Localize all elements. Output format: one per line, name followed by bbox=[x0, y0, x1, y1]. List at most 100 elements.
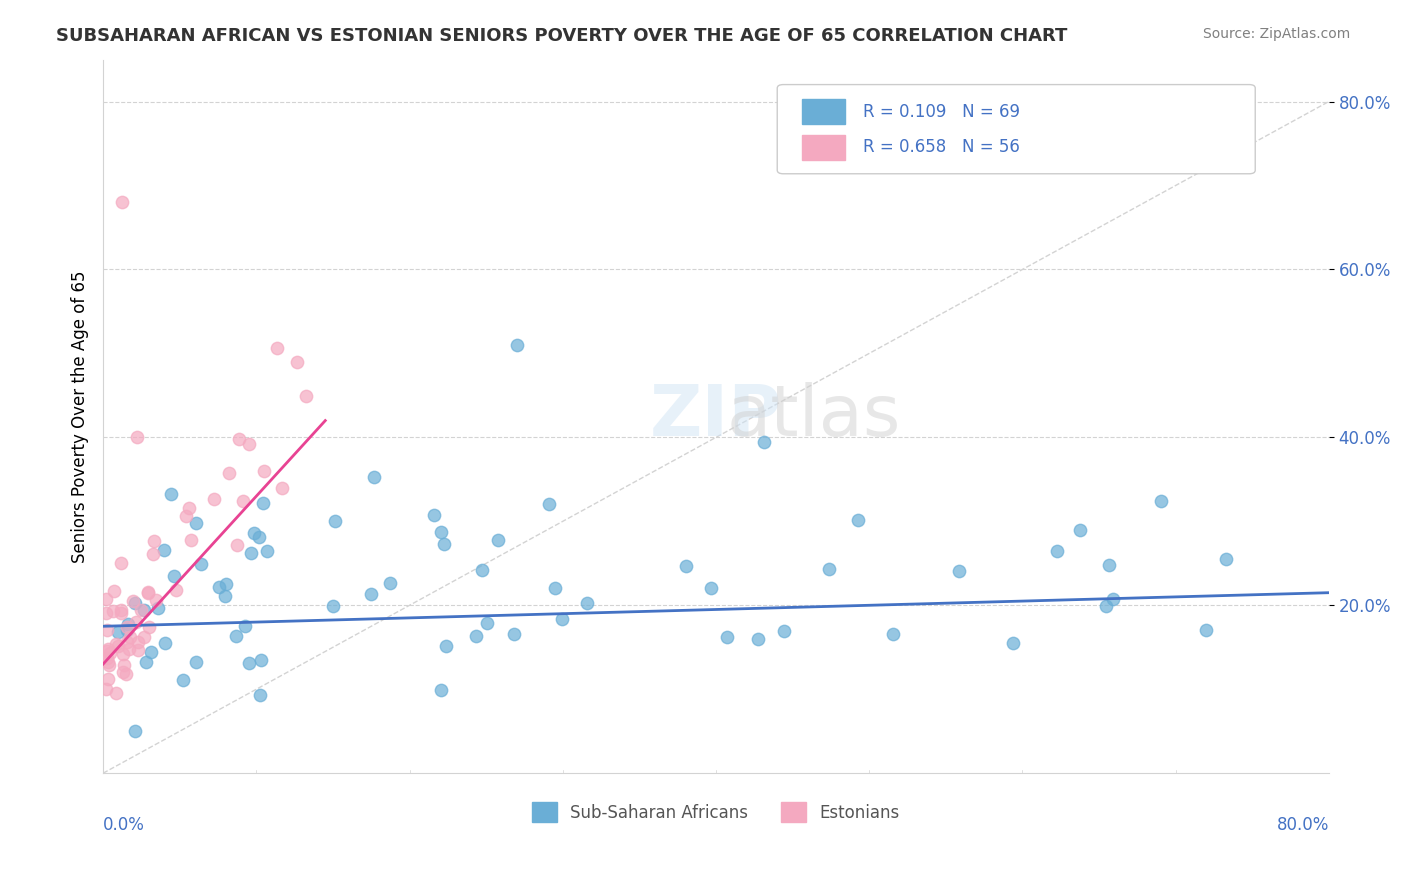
Sub-Saharan Africans bbox=[1149, 494, 1171, 508]
Estonians bbox=[97, 656, 120, 670]
Sub-Saharan Africans bbox=[256, 544, 278, 558]
Estonians bbox=[253, 464, 276, 478]
Estonians bbox=[105, 686, 128, 700]
Sub-Saharan Africans bbox=[184, 516, 207, 530]
Sub-Saharan Africans bbox=[239, 546, 262, 560]
FancyBboxPatch shape bbox=[778, 85, 1256, 174]
Text: Source: ZipAtlas.com: Source: ZipAtlas.com bbox=[1202, 27, 1350, 41]
Text: atlas: atlas bbox=[727, 382, 901, 450]
Sub-Saharan Africans bbox=[846, 513, 869, 527]
Estonians bbox=[136, 585, 159, 599]
Sub-Saharan Africans bbox=[434, 639, 457, 653]
Sub-Saharan Africans bbox=[247, 530, 270, 544]
Estonians bbox=[127, 634, 149, 648]
Bar bbox=[801, 99, 845, 124]
Sub-Saharan Africans bbox=[1195, 623, 1218, 637]
Y-axis label: Seniors Poverty Over the Age of 65: Seniors Poverty Over the Age of 65 bbox=[72, 270, 89, 563]
Sub-Saharan Africans bbox=[117, 617, 139, 632]
Estonians bbox=[132, 630, 155, 644]
Sub-Saharan Africans bbox=[551, 612, 574, 626]
Sub-Saharan Africans bbox=[159, 486, 181, 500]
Sub-Saharan Africans bbox=[238, 657, 260, 671]
Text: 0.0%: 0.0% bbox=[103, 816, 145, 834]
Estonians bbox=[112, 658, 135, 673]
Estonians bbox=[228, 432, 250, 446]
Text: R = 0.109   N = 69: R = 0.109 N = 69 bbox=[863, 103, 1019, 120]
Sub-Saharan Africans bbox=[486, 533, 509, 548]
Sub-Saharan Africans bbox=[173, 673, 195, 687]
Estonians bbox=[110, 603, 132, 617]
Sub-Saharan Africans bbox=[322, 599, 344, 613]
Estonians bbox=[110, 606, 132, 620]
Sub-Saharan Africans bbox=[772, 624, 794, 638]
Estonians bbox=[266, 341, 288, 355]
Text: R = 0.658   N = 56: R = 0.658 N = 56 bbox=[863, 138, 1019, 156]
Estonians bbox=[110, 557, 132, 571]
Sub-Saharan Africans bbox=[882, 627, 904, 641]
Sub-Saharan Africans bbox=[1094, 599, 1116, 613]
Estonians bbox=[96, 682, 118, 697]
Text: ZIP: ZIP bbox=[650, 382, 782, 450]
Sub-Saharan Africans bbox=[107, 624, 129, 639]
Sub-Saharan Africans bbox=[818, 562, 841, 576]
Sub-Saharan Africans bbox=[214, 589, 236, 603]
Sub-Saharan Africans bbox=[378, 575, 401, 590]
Sub-Saharan Africans bbox=[423, 508, 446, 523]
Text: 80.0%: 80.0% bbox=[1277, 816, 1329, 834]
Sub-Saharan Africans bbox=[242, 526, 264, 541]
Estonians bbox=[121, 594, 143, 608]
Estonians bbox=[202, 491, 225, 506]
Estonians bbox=[111, 647, 134, 661]
Estonians bbox=[145, 593, 167, 607]
Estonians bbox=[105, 637, 128, 651]
Sub-Saharan Africans bbox=[948, 565, 970, 579]
Estonians bbox=[96, 591, 118, 606]
Estonians bbox=[98, 646, 121, 660]
Sub-Saharan Africans bbox=[124, 724, 146, 739]
Estonians bbox=[165, 583, 187, 598]
Sub-Saharan Africans bbox=[477, 616, 499, 631]
Estonians bbox=[96, 624, 118, 638]
Estonians bbox=[174, 509, 197, 524]
Estonians bbox=[295, 388, 318, 402]
Sub-Saharan Africans bbox=[576, 596, 599, 610]
Estonians bbox=[238, 436, 260, 450]
Legend: Sub-Saharan Africans, Estonians: Sub-Saharan Africans, Estonians bbox=[526, 796, 907, 829]
Sub-Saharan Africans bbox=[699, 582, 721, 596]
Estonians bbox=[103, 583, 125, 598]
Sub-Saharan Africans bbox=[252, 496, 274, 510]
Sub-Saharan Africans bbox=[139, 644, 162, 658]
Sub-Saharan Africans bbox=[429, 524, 451, 539]
Sub-Saharan Africans bbox=[249, 688, 271, 702]
Sub-Saharan Africans bbox=[747, 632, 769, 646]
Sub-Saharan Africans bbox=[363, 470, 385, 484]
Sub-Saharan Africans bbox=[153, 542, 176, 557]
Estonians bbox=[97, 672, 120, 686]
Estonians bbox=[270, 481, 292, 495]
Estonians bbox=[138, 620, 160, 634]
Sub-Saharan Africans bbox=[464, 629, 486, 643]
Estonians bbox=[142, 547, 165, 561]
Sub-Saharan Africans bbox=[1002, 636, 1025, 650]
Sub-Saharan Africans bbox=[471, 563, 494, 577]
Sub-Saharan Africans bbox=[323, 515, 346, 529]
Sub-Saharan Africans bbox=[1215, 552, 1237, 566]
Estonians bbox=[96, 606, 118, 620]
Estonians bbox=[125, 430, 148, 444]
Estonians bbox=[111, 665, 134, 679]
Estonians bbox=[115, 635, 138, 649]
Bar bbox=[801, 135, 845, 160]
Sub-Saharan Africans bbox=[544, 582, 567, 596]
Sub-Saharan Africans bbox=[1101, 592, 1123, 607]
Sub-Saharan Africans bbox=[190, 558, 212, 572]
Sub-Saharan Africans bbox=[124, 596, 146, 610]
Estonians bbox=[97, 641, 120, 656]
Sub-Saharan Africans bbox=[215, 576, 238, 591]
Estonians bbox=[115, 620, 138, 634]
Estonians bbox=[96, 643, 118, 657]
Estonians bbox=[142, 533, 165, 548]
Sub-Saharan Africans bbox=[675, 558, 697, 573]
Sub-Saharan Africans bbox=[716, 630, 738, 644]
Estonians bbox=[179, 500, 201, 515]
Estonians bbox=[118, 642, 141, 657]
